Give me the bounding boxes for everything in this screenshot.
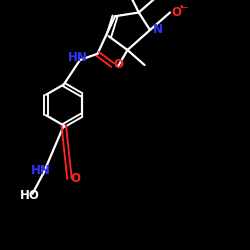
Text: O: O — [172, 6, 181, 18]
Text: N: N — [153, 23, 163, 36]
Text: O: O — [70, 172, 80, 185]
Text: −: − — [180, 4, 189, 14]
Text: •: • — [179, 3, 184, 12]
Text: HN: HN — [31, 164, 51, 176]
Text: HO: HO — [20, 189, 40, 202]
Text: HN: HN — [68, 51, 88, 64]
Text: O: O — [113, 58, 123, 71]
